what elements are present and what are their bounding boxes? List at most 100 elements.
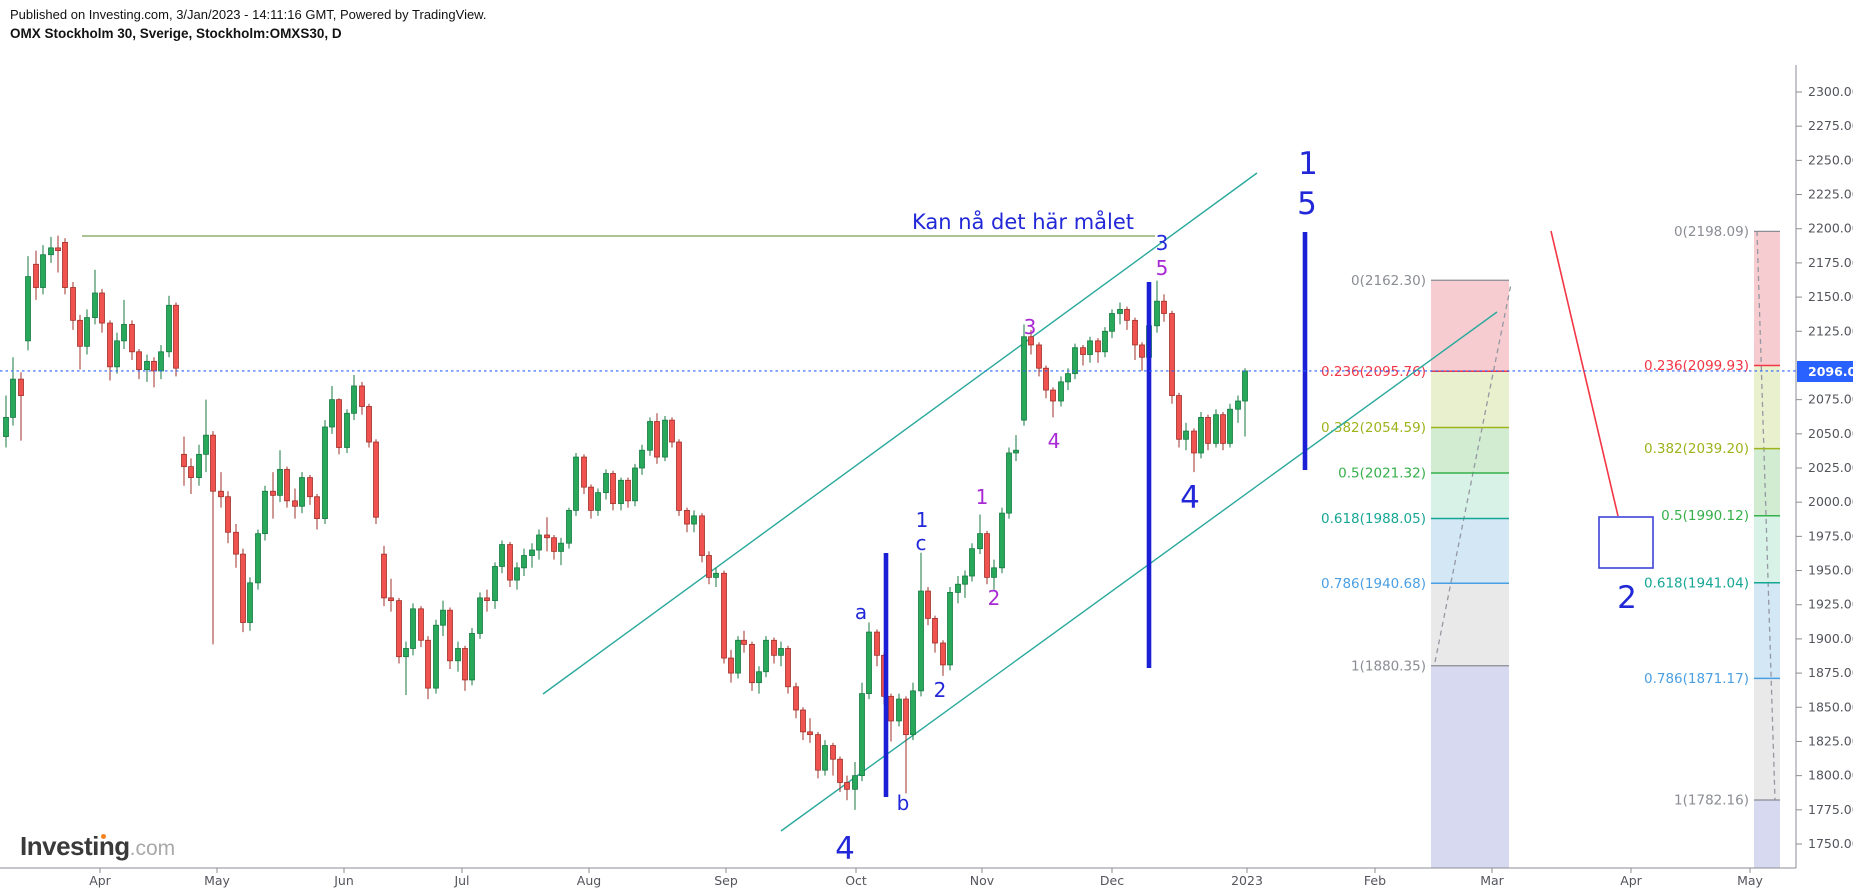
candle [713,567,719,587]
candle-body [77,319,83,347]
trend-channel-line-2[interactable] [780,311,1498,832]
candle-body [18,378,24,396]
candle-body [866,631,872,695]
candle [1132,317,1138,360]
candle-body [181,453,187,468]
fib-retracement-projection-retracement[interactable]: 0(2198.09) 0.236(2099.93) 0.382(2039.20) 0.… [1644,224,1780,868]
month-label: Apr [1620,873,1642,888]
fib-level-label: 0(2162.30) [1351,273,1426,289]
wave-label-2: 2 [1617,580,1637,616]
target-box[interactable] [1598,516,1654,569]
time-axis[interactable]: Apr May Jun Jul Aug Sep Oct Nov Dec 2023 Feb Mar Apr… [0,867,1796,888]
candle-body [932,618,938,644]
candle-body [381,553,387,599]
candle-body [1102,330,1108,353]
candle [962,570,968,598]
candle-body [595,492,601,511]
candle-body [373,441,379,518]
price-axis[interactable]: 2300.00 2275.00 2250.00 2225.00 2200.00 2175.… [1795,65,1853,868]
candle [507,541,513,587]
candle [499,540,505,574]
wave-label-1: 1 [916,508,929,532]
candle [425,636,431,700]
candle-body [662,419,668,458]
candle [48,236,54,263]
candle [1117,302,1123,325]
candle-body [1095,340,1101,353]
candle-body [492,566,498,602]
candle [822,740,828,776]
candle [203,399,209,473]
price-tick-label: 1925.00 [1808,597,1853,612]
candle-body [706,555,712,578]
candle [322,420,328,525]
candle-body [403,648,409,658]
candle [1065,368,1071,391]
target-note[interactable]: Kan nå det här målet [912,209,1134,234]
candle [240,548,246,633]
candle [84,309,90,355]
candle [70,282,76,330]
candle [114,332,120,374]
wave-label-b: b [897,791,910,815]
candle [793,682,799,719]
candle [785,645,791,694]
vertical-marker-lines[interactable] [883,232,1308,797]
month-label: May [1737,873,1763,888]
candle-body [322,426,328,519]
candle [662,416,668,462]
candle [778,641,784,667]
candle [62,238,68,295]
candle [1021,324,1027,426]
chart-drawings[interactable] [82,172,1619,832]
candle [484,589,490,612]
fib-level-label: 0.382(2039.20) [1644,441,1749,457]
candle [344,409,350,453]
candle [999,507,1005,574]
candle [25,256,31,351]
candle [888,693,894,742]
fib-level-label: 0.5(2021.32) [1338,466,1426,482]
projection-red-line[interactable] [1550,230,1619,517]
candle-body [910,690,916,736]
month-label: Jun [333,873,354,888]
candle-body [807,731,813,736]
candle [462,645,468,691]
candle-body [121,324,127,342]
candle [676,439,682,516]
candle [521,548,527,577]
candle [595,488,601,516]
candle-body [196,453,202,478]
fib-retracement-december-retracement[interactable]: 0(2162.30) 0.236(2095.76) 0.382(2054.59) 0.… [1321,273,1512,868]
price-tick-label: 1775.00 [1808,802,1853,817]
candle-body [188,466,194,478]
candle [381,545,387,607]
candle [1242,368,1248,437]
candle [741,630,747,653]
candle [121,299,127,350]
candle [1227,403,1233,448]
candle [447,607,453,669]
candle [991,559,997,590]
wave-label-a: a [855,600,867,624]
trend-channel-line-1[interactable] [542,172,1258,695]
candle-body [1205,417,1211,444]
candle [1028,329,1034,355]
candle-body [1198,417,1204,454]
candle-body [359,385,365,407]
candle-body [581,456,587,488]
wave-label-2: 2 [934,678,947,702]
candle [129,320,135,360]
target-rectangle[interactable] [1598,516,1654,569]
candle-body [48,247,54,256]
fib-anchor-dashed-line[interactable] [1756,230,1776,801]
candle [18,372,24,441]
instrument-title: OMX Stockholm 30, Sverige, Stockholm:OMX… [10,26,342,41]
candle [536,529,542,560]
fib-zone [1431,583,1509,666]
price-tick-label: 1850.00 [1808,699,1853,714]
candle-body [815,734,821,771]
fib-zone [1431,371,1509,428]
